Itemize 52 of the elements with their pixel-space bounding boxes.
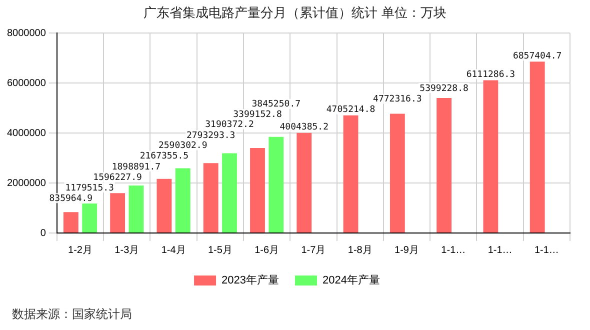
data-label: 835964.9 xyxy=(49,194,93,204)
y-tick-label: 2000000 xyxy=(6,178,46,189)
data-label: 2793293.3 xyxy=(186,131,236,142)
data-label: 2590302.9 xyxy=(158,141,208,152)
bar xyxy=(268,136,284,232)
bar xyxy=(483,80,498,232)
legend-label: 2024年产量 xyxy=(322,274,380,287)
x-tick-label: 1-1… xyxy=(534,244,559,256)
x-tick-label: 1-9月 xyxy=(394,244,419,256)
x-tick-label: 1-1… xyxy=(441,244,466,256)
data-label: 4772316.3 xyxy=(373,94,422,105)
x-tick-label: 1-3月 xyxy=(114,244,140,256)
legend-label: 2023年产量 xyxy=(222,274,280,287)
x-tick-label: 1-2月 xyxy=(68,244,92,256)
data-label: 6111286.3 xyxy=(466,70,516,80)
x-tick-label: 1-1… xyxy=(488,244,512,256)
x-tick-label: 1-6月 xyxy=(254,244,280,256)
bar xyxy=(203,163,218,232)
y-tick-label: 8000000 xyxy=(6,28,46,39)
bar xyxy=(390,114,405,232)
bar xyxy=(530,62,545,232)
data-label: 5399228.8 xyxy=(420,84,468,94)
data-label: 6857404.7 xyxy=(512,51,562,62)
x-tick-label: 1-5月 xyxy=(208,244,232,256)
x-tick-label: 1-8月 xyxy=(348,244,372,256)
bar xyxy=(63,212,78,232)
chart-title: 广东省集成电路产量分月（累计值）统计 单位：万块 xyxy=(142,5,448,22)
data-label: 1179515.3 xyxy=(65,183,114,194)
bar xyxy=(436,98,452,232)
bar xyxy=(128,186,144,232)
data-label: 2167355.5 xyxy=(140,152,189,162)
data-label: 4004385.2 xyxy=(280,122,329,133)
x-tick-label: 1-4月 xyxy=(161,244,186,256)
y-tick-label: 0 xyxy=(40,228,46,239)
bar xyxy=(175,168,190,232)
bar xyxy=(250,148,265,232)
data-label: 3399152.8 xyxy=(233,110,282,120)
y-tick-label: 6000000 xyxy=(6,78,46,89)
source-note: 数据来源：国家统计局 xyxy=(12,306,132,323)
bar xyxy=(82,204,98,232)
data-label: 1596227.9 xyxy=(93,172,142,183)
x-tick-label: 1-7月 xyxy=(301,244,326,256)
bar xyxy=(296,132,312,232)
data-label: 3845250.7 xyxy=(252,100,301,110)
data-label: 1898891.7 xyxy=(112,162,161,172)
data-label: 4705214.8 xyxy=(326,105,376,116)
bar xyxy=(343,115,358,232)
bar xyxy=(222,153,237,232)
data-label: 3190372.2 xyxy=(205,120,254,130)
bar xyxy=(110,193,126,232)
y-tick-label: 4000000 xyxy=(6,128,46,139)
bar xyxy=(156,178,172,232)
